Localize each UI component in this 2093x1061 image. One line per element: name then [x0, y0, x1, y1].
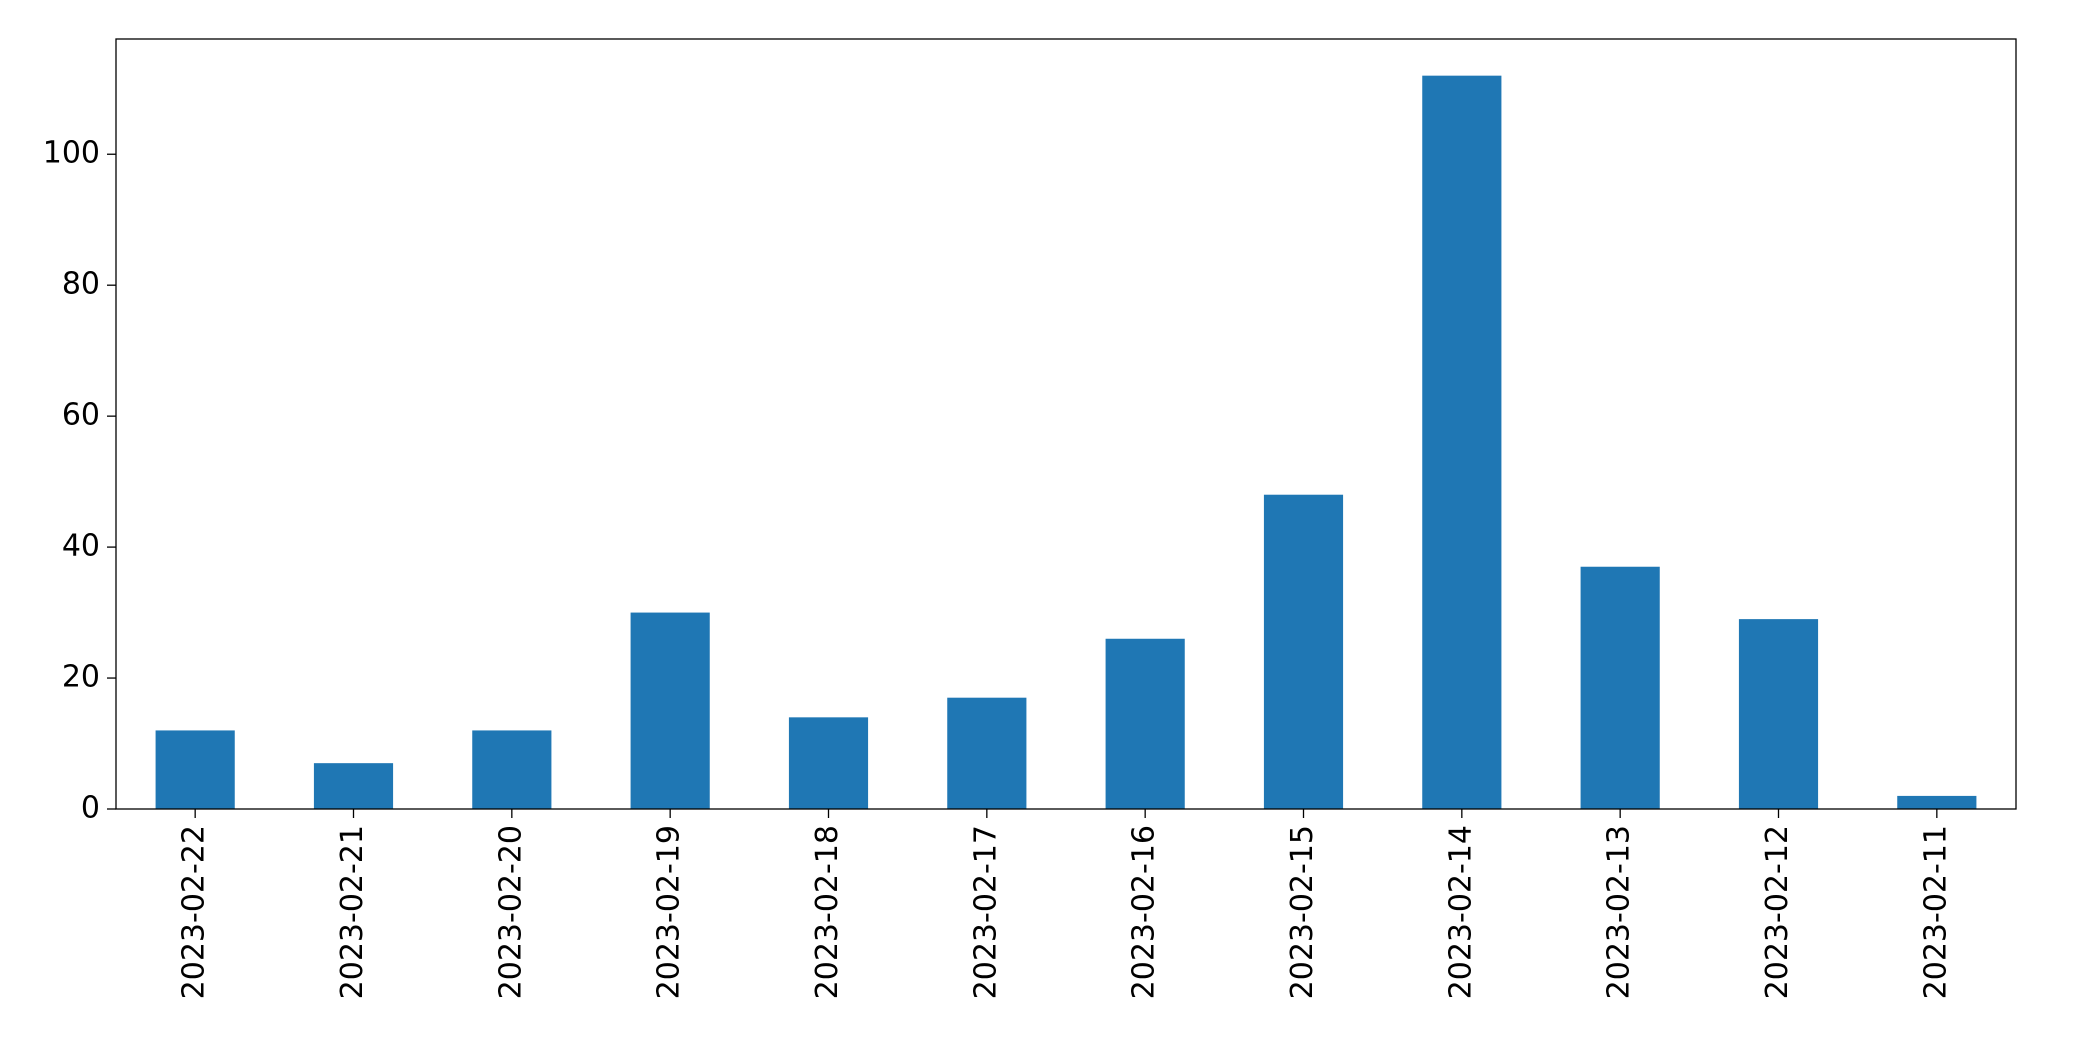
bar: [1422, 75, 1502, 809]
y-tick-label: 80: [62, 267, 100, 302]
y-tick-label: 20: [62, 660, 100, 695]
bar: [313, 763, 394, 809]
bar: [1580, 566, 1660, 809]
y-tick-label: 100: [43, 136, 100, 171]
bar: [630, 612, 710, 809]
x-tick-label: 2023-02-11: [1918, 825, 1953, 999]
y-tick-label: 60: [62, 398, 100, 433]
x-tick-label: 2023-02-15: [1285, 825, 1320, 999]
bar: [1738, 619, 1819, 809]
bar: [788, 717, 869, 809]
x-tick-label: 2023-02-13: [1602, 825, 1637, 999]
bar: [1105, 638, 1185, 809]
bar: [472, 730, 552, 809]
x-tick-label: 2023-02-14: [1443, 825, 1478, 999]
y-tick-label: 40: [62, 529, 100, 564]
x-tick-label: 2023-02-18: [810, 825, 845, 999]
plot-frame: [115, 38, 2017, 810]
x-tick-label: 2023-02-20: [493, 825, 528, 999]
x-tick-label: 2023-02-21: [335, 825, 370, 999]
x-tick-label: 2023-02-12: [1760, 825, 1795, 999]
x-tick-label: 2023-02-16: [1127, 825, 1162, 999]
bar: [1263, 494, 1344, 809]
bar: [155, 730, 235, 809]
bar: [1897, 795, 1977, 809]
bar: [947, 697, 1027, 809]
x-tick-label: 2023-02-19: [652, 825, 687, 999]
y-tick-label: 0: [81, 791, 100, 826]
x-tick-label: 2023-02-17: [968, 825, 1003, 999]
x-tick-label: 2023-02-22: [177, 825, 212, 999]
